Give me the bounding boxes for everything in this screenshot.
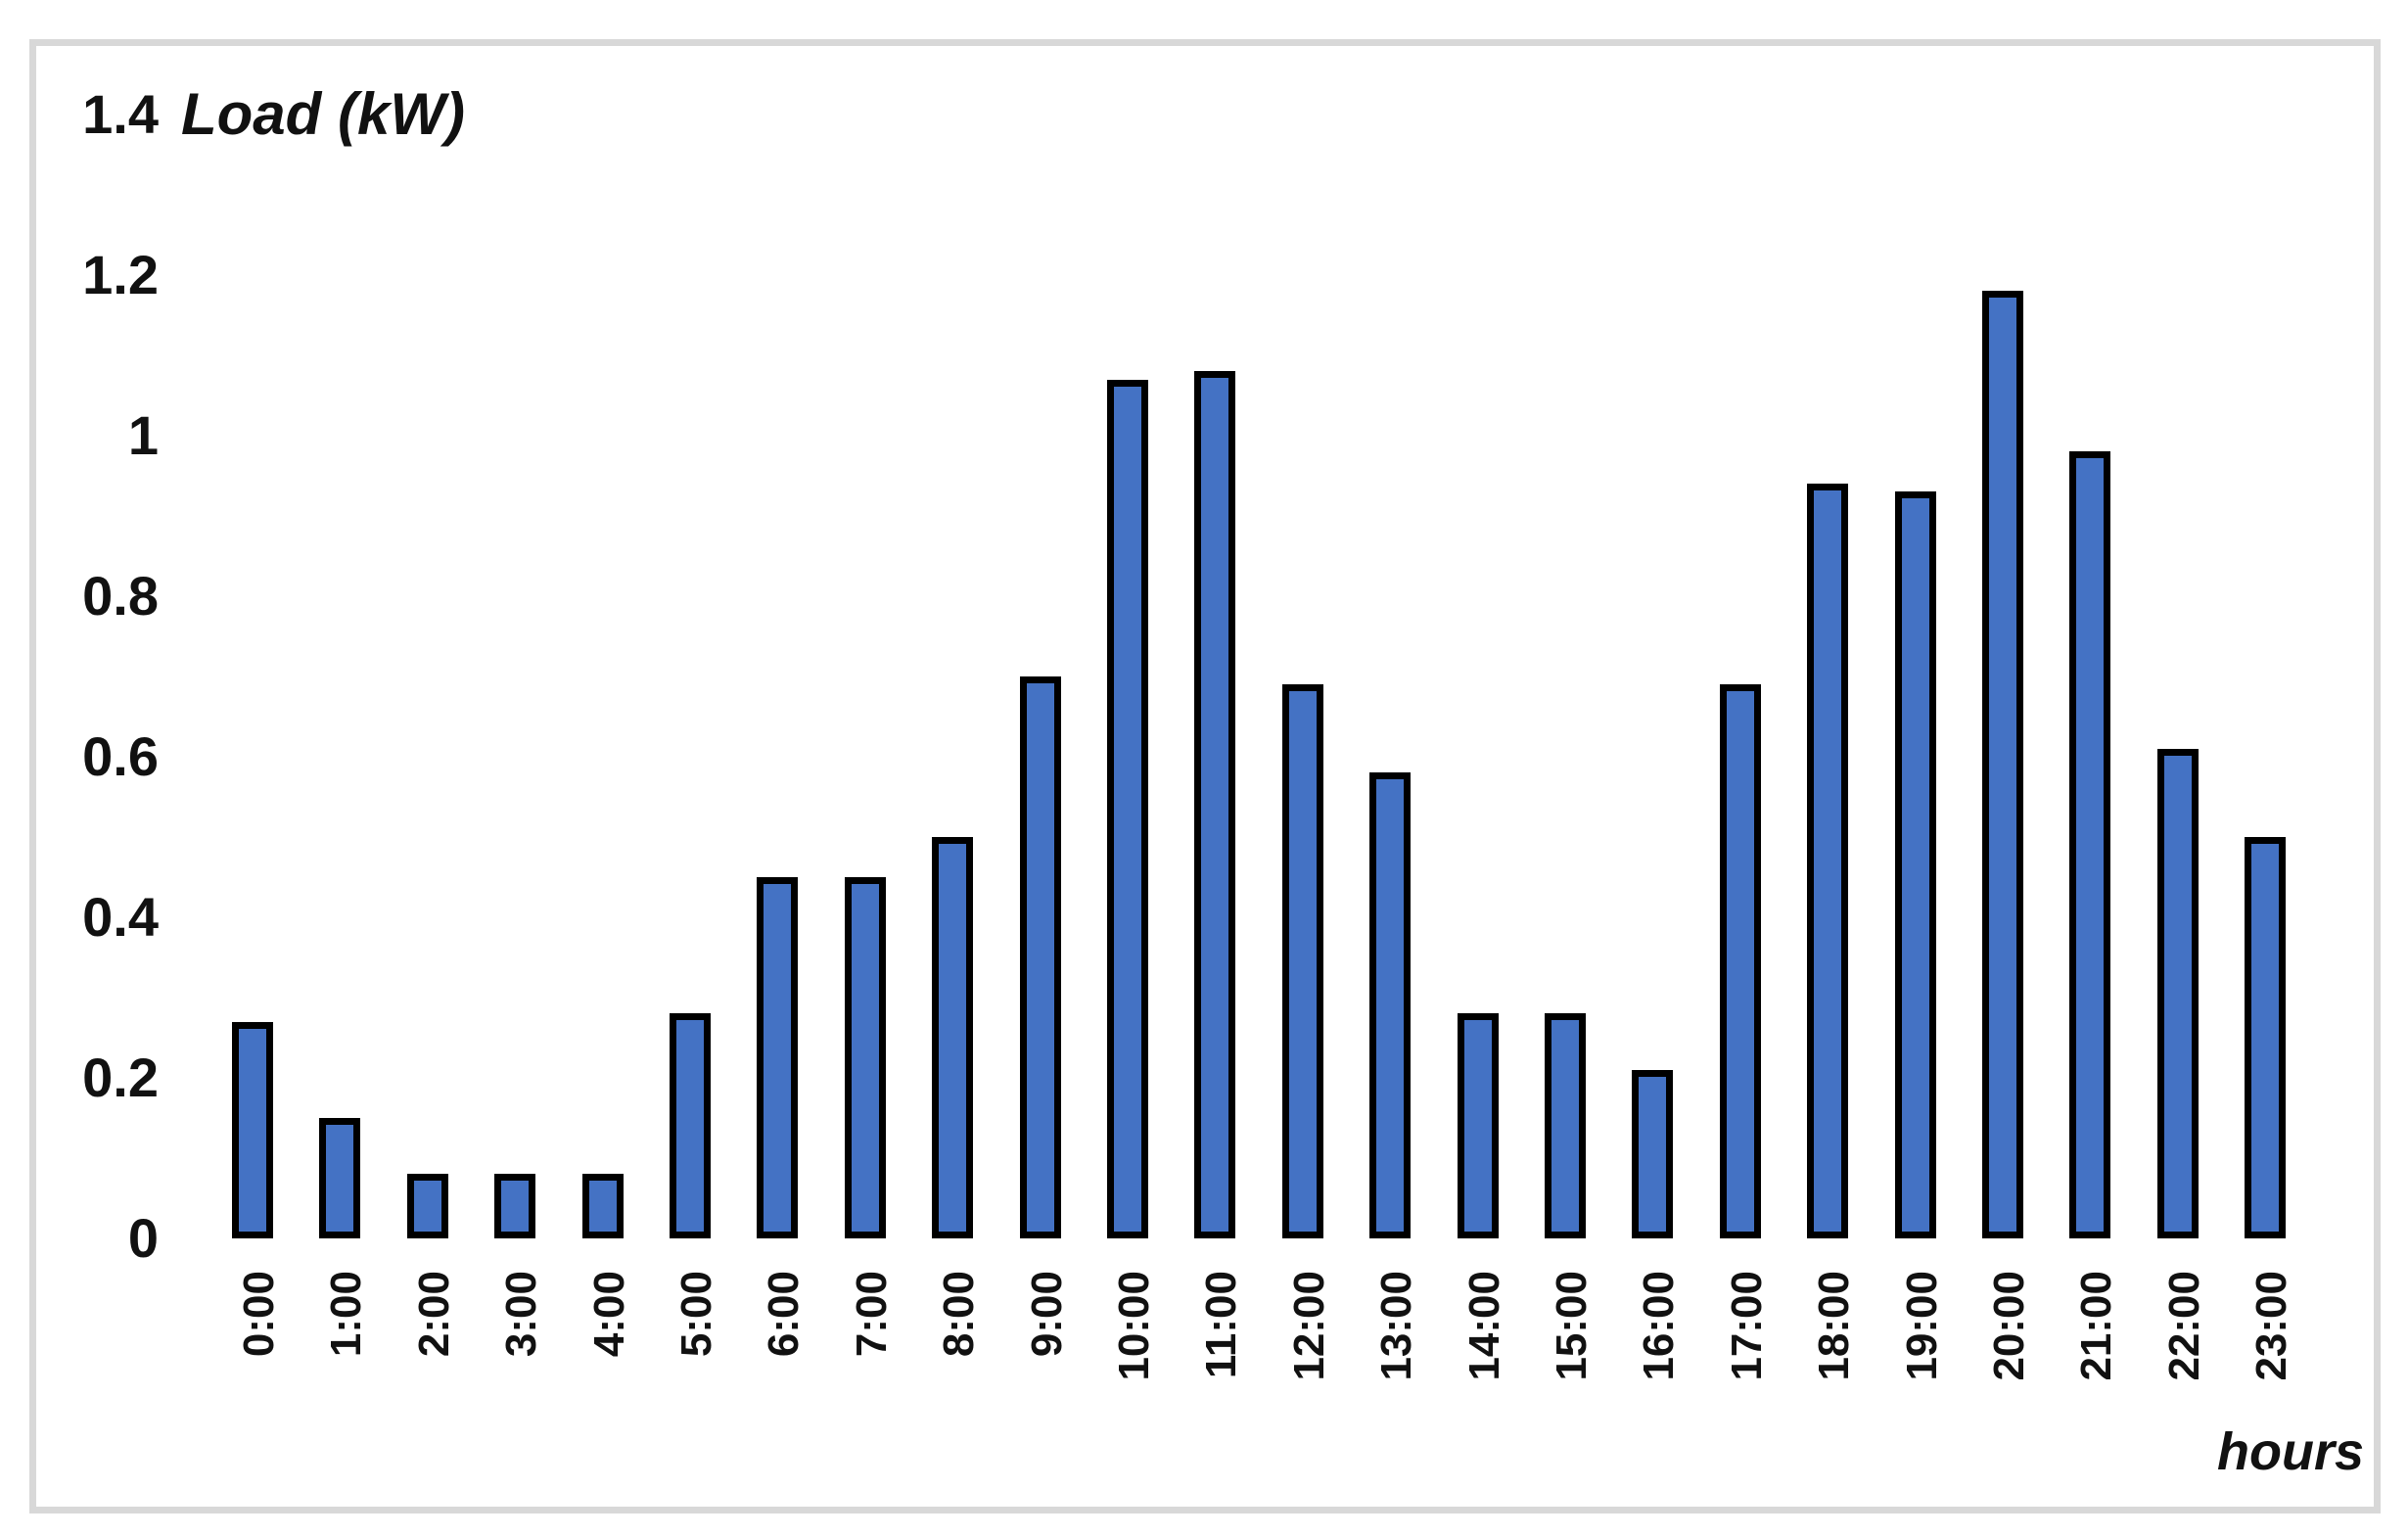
x-axis-tick-label: 22:00 [2160,1271,2208,1381]
bar-20:00 [1982,291,2023,1238]
bar-21:00 [2069,451,2110,1238]
bar-23:00 [2245,837,2286,1238]
x-axis-tick-label: 1:00 [322,1271,370,1358]
bar-7:00 [845,877,886,1238]
x-axis-tick-label: 2:00 [410,1271,458,1358]
x-axis-tick-label: 17:00 [1723,1271,1771,1381]
bar-4:00 [582,1174,624,1238]
bar-5:00 [670,1013,711,1238]
x-axis-tick-label: 9:00 [1023,1271,1071,1358]
x-axis-tick-label: 6:00 [760,1271,808,1358]
x-axis-tick-label: 8:00 [935,1271,983,1358]
x-axis-tick-label: 15:00 [1548,1271,1596,1381]
x-axis-tick-label: 11:00 [1197,1271,1245,1379]
bar-12:00 [1282,684,1323,1238]
x-axis-tick-label: 10:00 [1110,1271,1158,1381]
bar-6:00 [757,877,798,1238]
bar-16:00 [1632,1070,1673,1238]
bar-2:00 [407,1174,448,1238]
x-axis-tick-label: 18:00 [1810,1271,1858,1381]
x-axis-tick-label: 5:00 [672,1271,720,1358]
x-axis-tick-label: 19:00 [1898,1271,1946,1381]
bar-11:00 [1194,371,1235,1238]
x-axis-tick-label: 0:00 [235,1271,283,1358]
bar-19:00 [1895,491,1936,1238]
y-axis-tick-label: 1 [127,404,159,466]
chart-title: Load (kW) [181,81,465,147]
x-axis-tick-label: 21:00 [2072,1271,2120,1381]
bar-8:00 [932,837,973,1238]
x-axis-tick-label: 16:00 [1635,1271,1683,1381]
x-axis-tick-label: 23:00 [2247,1271,2295,1381]
bar-10:00 [1107,380,1148,1238]
bar-13:00 [1369,772,1411,1238]
y-axis-tick-label: 1.2 [82,244,159,305]
bar-22:00 [2157,749,2199,1238]
x-axis-tick-label: 4:00 [585,1271,633,1358]
y-axis-tick-label: 0 [127,1207,159,1269]
bar-3:00 [494,1174,535,1238]
y-axis-tick-label: 0.4 [82,886,159,948]
bar-18:00 [1807,484,1848,1238]
bar-0:00 [232,1022,273,1238]
x-axis-tick-label: 3:00 [497,1271,545,1358]
x-axis-title: hours [2216,1422,2364,1481]
x-axis-tick-label: 14:00 [1460,1271,1508,1381]
bar-9:00 [1020,676,1061,1238]
x-axis-tick-label: 20:00 [1985,1271,2033,1381]
x-axis-tick-label: 12:00 [1285,1271,1333,1381]
bar-15:00 [1545,1013,1586,1238]
y-axis-tick-label: 0.8 [82,565,159,627]
y-axis-tick-label: 0.2 [82,1047,159,1108]
bar-17:00 [1720,684,1761,1238]
x-axis-tick-label: 7:00 [848,1271,896,1358]
y-axis-tick-label: 0.6 [82,725,159,787]
bar-1:00 [319,1118,360,1238]
bar-14:00 [1458,1013,1499,1238]
y-axis-tick-label: 1.4 [82,83,159,145]
x-axis-tick-label: 13:00 [1372,1271,1420,1381]
